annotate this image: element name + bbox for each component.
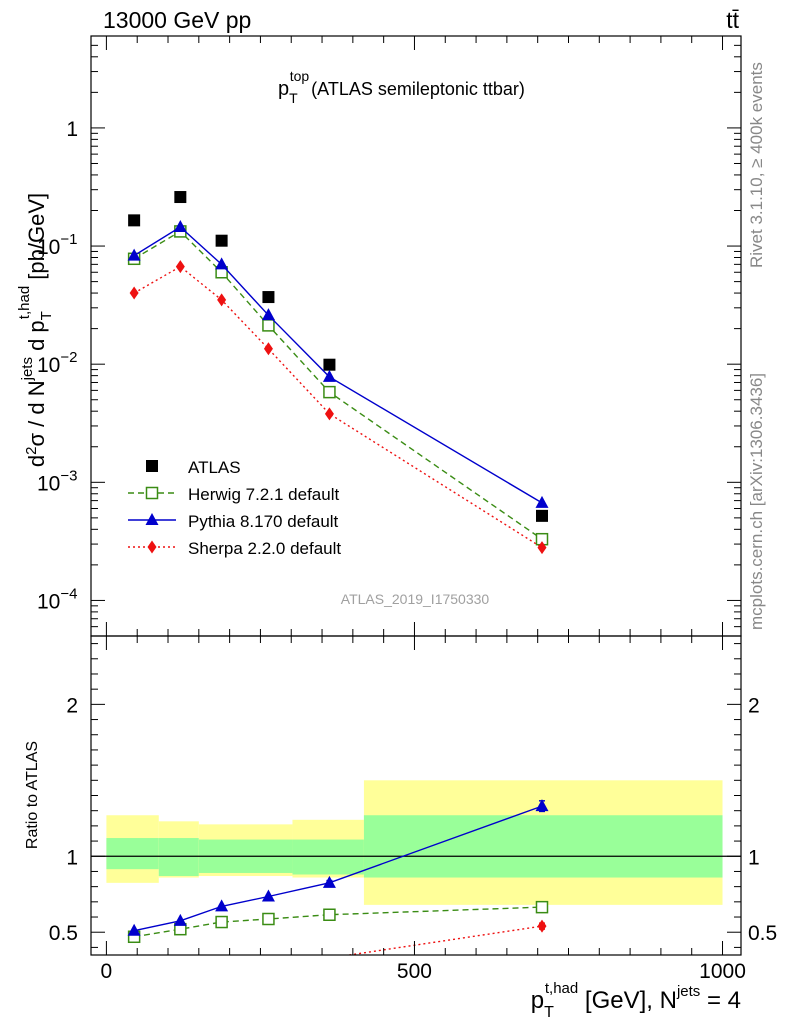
band-inner-0 [106,838,159,870]
legend-label-pythia: Pythia 8.170 default [188,512,339,531]
x-axis-title: pTt,had [GeV], Njets = 4 [531,980,741,1021]
ratio-herwig-point-2 [215,915,228,929]
main-ytick-label-1: 10−1 [37,231,77,259]
main-herwig-point-4 [323,385,336,399]
main-ytick-label-0: 1 [66,118,78,141]
tick-exp: −2 [60,349,77,366]
ratio-sherpa [344,919,547,955]
ratio-y-title: Ratio to ATLAS [24,741,41,849]
main-herwig-line [133,230,543,540]
legend-label-herwig: Herwig 7.2.1 default [188,485,339,504]
mcplots-label: mcplots.cern.ch [arXiv:1306.3436] [747,373,766,630]
main-sherpa-point-4 [324,407,334,421]
main-sherpa-point-5 [537,541,547,555]
main-sherpa-line [133,265,543,549]
tick-exp: −1 [60,231,77,248]
band-inner-4 [363,815,723,878]
main-ytick-label-4: 10−4 [37,585,77,613]
main-pythia-point-4 [322,369,336,382]
main-sherpa-point-1 [175,260,185,274]
ratio-pythia-point-2 [215,899,229,912]
main-ytick-label-2: 10−2 [37,349,77,377]
tick-exp: −3 [60,467,77,484]
ratio-pythia-point-0 [127,923,141,936]
main-sherpa-point-0 [129,286,139,300]
legend-marker-sherpa [147,540,157,554]
main-sherpa-point-2 [217,293,227,307]
ratio-ytick-label-right-1: 1 [748,846,760,869]
legend-marker-pythia [145,513,159,525]
ratio-ytick-label-0: 0.5 [49,922,78,945]
ratio-pythia-point-3 [261,889,275,902]
ratio-herwig-point-3 [262,912,275,926]
main-sherpa-point-3 [263,342,273,356]
tick-base: 10 [37,236,60,259]
main-atlas-point-5 [535,509,548,522]
tick-exp: −4 [60,585,77,602]
ratio-pythia-point-1 [173,913,187,926]
main-sherpa [129,260,547,555]
legend-label-atlas: ATLAS [188,458,241,477]
main-pythia-point-2 [215,257,229,270]
main-atlas-point-4 [323,358,336,371]
tick-base: 10 [37,472,60,495]
legend-marker-herwig [145,486,159,500]
main-pythia-point-0 [127,248,141,261]
tick-base: 10 [37,590,60,613]
main-pythia-point-3 [261,308,275,321]
main-atlas-point-3 [262,291,275,304]
ratio-herwig-point-4 [323,908,336,921]
ratio-herwig-line [133,906,543,938]
ratio-ytick-label-2: 2 [66,694,78,717]
ratio-herwig [127,900,549,944]
ratio-ytick-label-right-2: 2 [748,694,760,717]
header-right: tt̄ [726,7,739,33]
main-pythia [127,219,549,508]
xtick-label-2: 1000 [699,960,746,983]
ratio-sherpa-line [344,925,543,955]
ratio-panel: Ratio to ATLAS pTt,had [GeV], Njets = 4 … [24,635,777,1021]
main-pythia-point-5 [535,495,549,508]
ratio-ytick-label-1: 1 [66,846,78,869]
tick-base: 10 [37,354,60,377]
main-pythia-point-1 [173,219,187,232]
main-atlas-point-0 [128,214,141,227]
ratio-ytick-label-right-0: 0.5 [748,922,777,945]
main-atlas [128,191,548,522]
plot-title: pTtop (ATLAS semileptonic ttbar) [278,68,525,106]
xtick-label-0: 0 [101,960,113,983]
main-ytick-label-3: 10−3 [37,467,77,495]
main-pythia-line [133,226,543,504]
main-atlas-point-1 [174,191,187,204]
main-atlas-point-2 [215,234,228,247]
y-axis-title: d2σ / d Njets d pTt,had [pb/GeV] [16,193,55,467]
rivet-label: Rivet 3.1.10, ≥ 400k events [747,62,766,268]
ratio-herwig-point-5 [535,900,549,914]
main-herwig-point-3 [262,319,275,332]
legend: ATLAS Herwig 7.2.1 default Pythia 8.170 de… [128,458,341,558]
ratio-pythia-line [133,805,543,932]
header-left: 13000 GeV pp [103,7,251,33]
band-inner-1 [158,838,199,877]
main-panel: pTtop (ATLAS semileptonic ttbar) d2σ / d… [16,35,742,637]
legend-marker-atlas [146,460,158,472]
legend-label-sherpa: Sherpa 2.2.0 default [188,539,341,558]
band-inner-3 [292,839,364,875]
watermark: ATLAS_2019_I1750330 [341,591,490,607]
xtick-label-1: 500 [397,960,432,983]
